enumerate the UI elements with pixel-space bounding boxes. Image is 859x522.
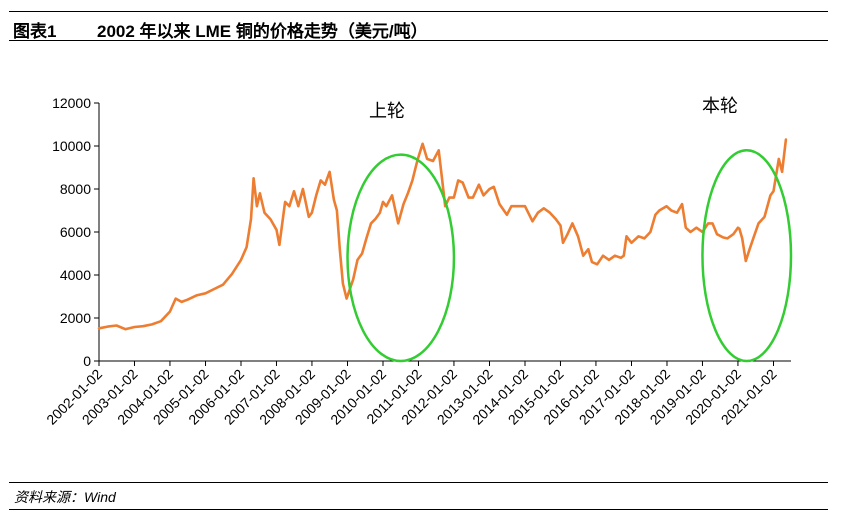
current-cycle-label: 本轮 [702, 96, 738, 116]
previous-cycle-ellipse [346, 153, 456, 363]
top-rule [9, 11, 828, 12]
y-tick-label: 2000 [60, 310, 91, 326]
y-tick-label: 12000 [52, 95, 91, 111]
series-line [97, 138, 788, 331]
source-top-rule [9, 482, 828, 483]
figure-label: 图表1 [13, 22, 57, 41]
bottom-rule [9, 509, 828, 510]
current-cycle-ellipse [701, 149, 793, 363]
chart-axes: 0200040006000800010000120002002-01-02200… [43, 95, 791, 428]
previous-cycle-label: 上轮 [369, 101, 405, 121]
header-rule [9, 40, 828, 41]
figure-header: 图表1 2002 年以来 LME 铜的价格走势（美元/吨） [9, 14, 828, 41]
figure-title: 2002 年以来 LME 铜的价格走势（美元/吨） [97, 22, 428, 41]
y-tick-label: 10000 [52, 138, 91, 154]
y-tick-label: 6000 [60, 224, 91, 240]
y-tick-label: 8000 [60, 181, 91, 197]
source-note: 资料来源：Wind [14, 489, 116, 505]
y-tick-label: 0 [83, 353, 91, 369]
line-chart: 0200040006000800010000120002002-01-02200… [43, 95, 793, 428]
annotation-layer: 上轮 本轮 [369, 96, 738, 121]
highlight-layer [346, 149, 793, 363]
y-tick-label: 4000 [60, 267, 91, 283]
series-layer [97, 138, 788, 331]
